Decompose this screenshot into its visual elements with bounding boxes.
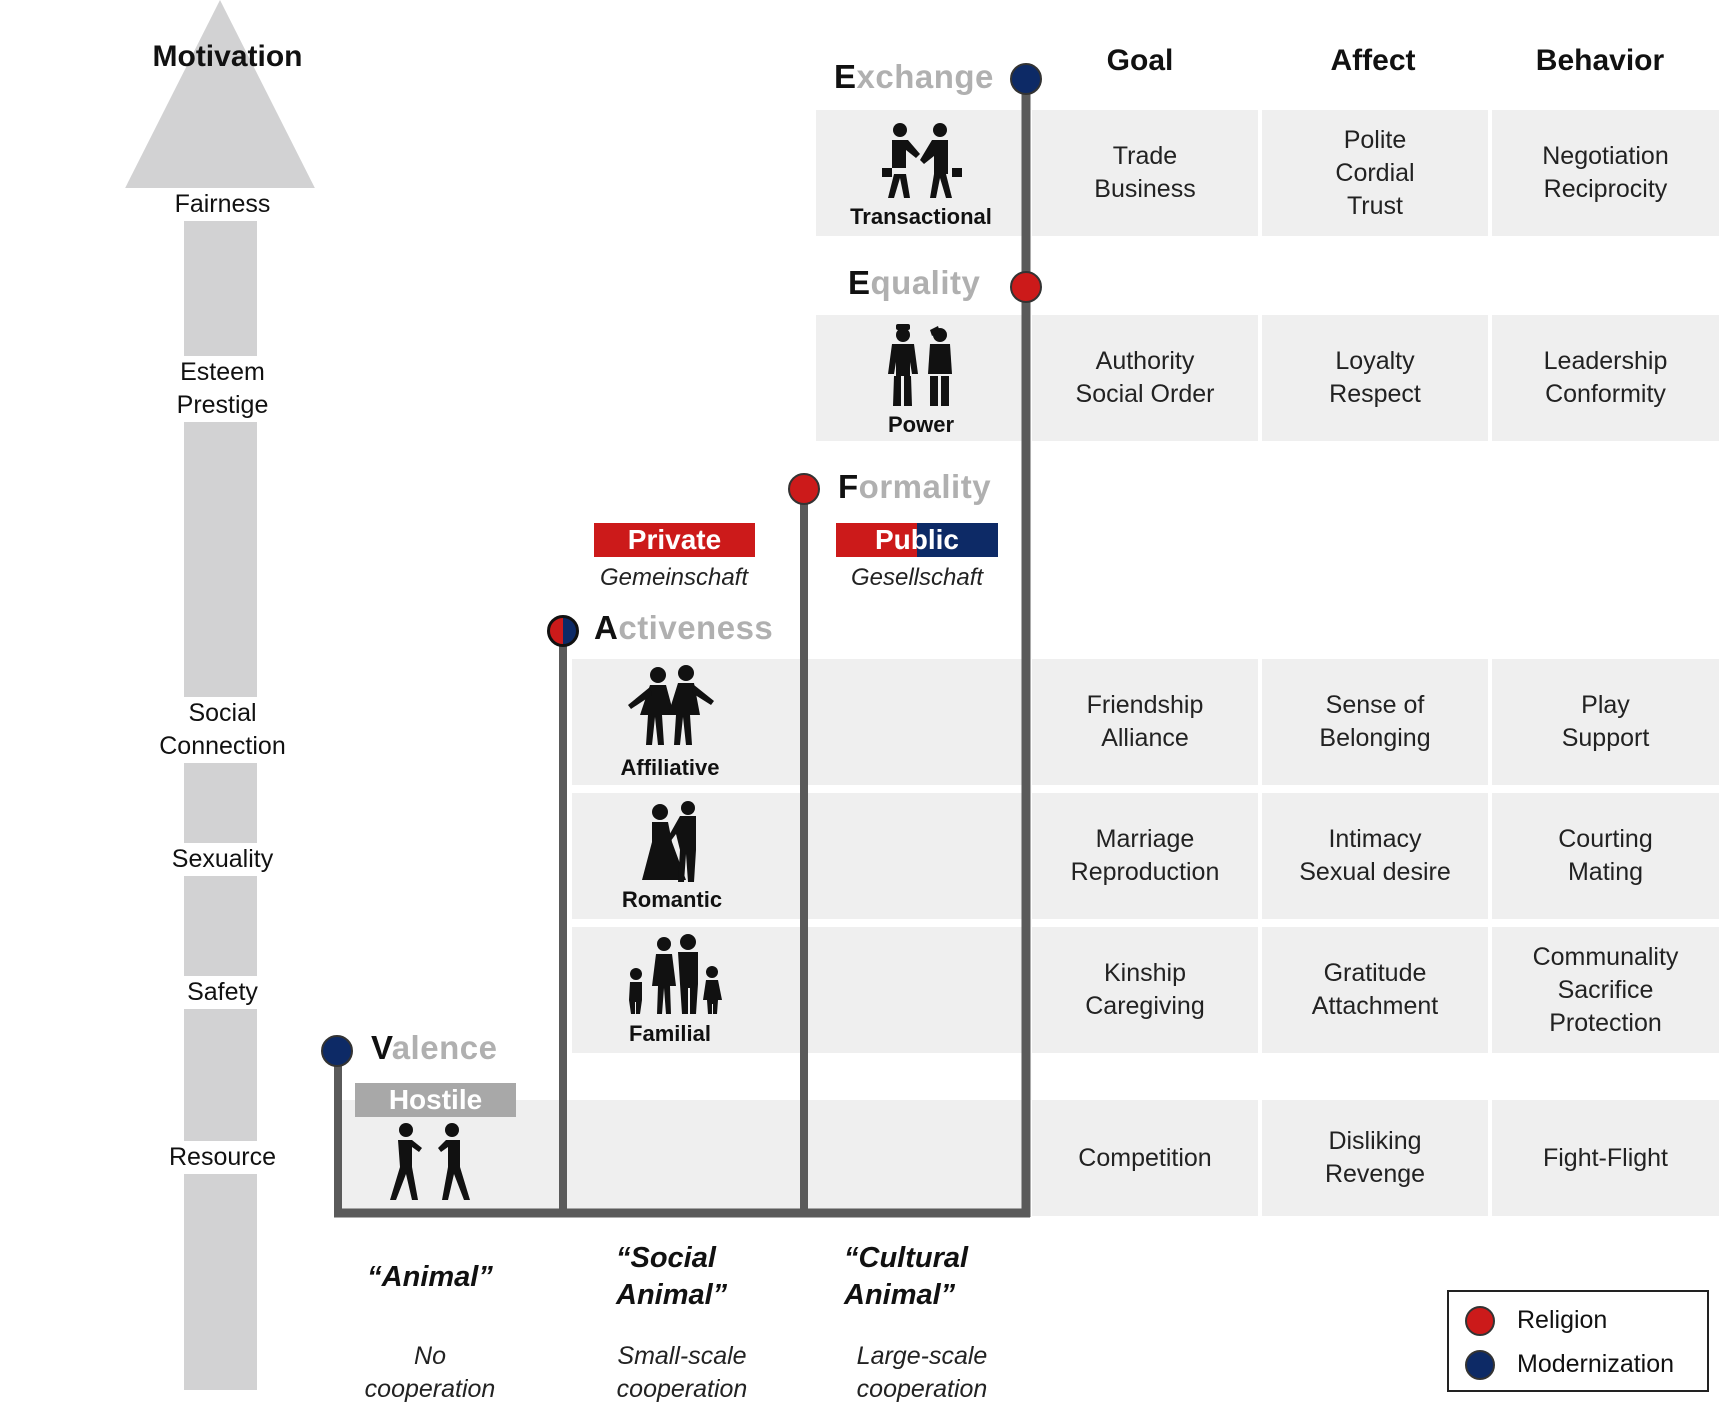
cell-behavior-familial: Communality Sacrifice Protection — [1492, 927, 1719, 1053]
cooperation-2: Small-scale cooperation — [616, 1342, 748, 1403]
row-bg-transactional — [816, 110, 1026, 236]
private-subtitle: Gemeinschaft — [599, 564, 749, 591]
dot-exchange — [1010, 63, 1042, 95]
cell-behavior-romantic: Courting Mating — [1492, 793, 1719, 919]
cell-affect-hostile: Disliking Revenge — [1262, 1100, 1488, 1216]
fighters-icon — [390, 1123, 470, 1200]
motivation-level-fairness: Fairness — [110, 188, 335, 221]
cell-affect-power: Loyalty Respect — [1262, 315, 1488, 441]
cell-goal-hostile: Competition — [1032, 1100, 1258, 1216]
column-header-affect: Affect — [1330, 44, 1416, 77]
legend: Religion Modernization — [1447, 1290, 1709, 1392]
cooperation-3: Large-scale cooperation — [856, 1342, 988, 1403]
cell-behavior-transactional: Negotiation Reciprocity — [1492, 110, 1719, 236]
motivation-level-esteem: Esteem Prestige — [110, 356, 335, 422]
cell-goal-familial: Kinship Caregiving — [1032, 927, 1258, 1053]
motivation-level-resource: Resource — [110, 1141, 335, 1174]
arrow-head — [110, 0, 330, 218]
cell-affect-romantic: Intimacy Sexual desire — [1262, 793, 1488, 919]
cell-goal-romantic: Marriage Reproduction — [1032, 793, 1258, 919]
public-badge: Public — [836, 523, 998, 557]
family-icon — [629, 934, 722, 1014]
cell-behavior-affiliative: Play Support — [1492, 659, 1719, 785]
cell-behavior-power: Leadership Conformity — [1492, 315, 1719, 441]
motivation-level-safety: Safety — [110, 976, 335, 1009]
cell-behavior-hostile: Fight-Flight — [1492, 1100, 1719, 1216]
animal-title-1: “Animal” — [367, 1261, 493, 1293]
cooperation-1: No cooperation — [364, 1342, 496, 1403]
stage-exchange-rest: xchange — [856, 58, 994, 95]
legend-religion-label: Religion — [1517, 1306, 1608, 1334]
dot-equality — [1010, 271, 1042, 303]
dot-formality — [788, 473, 820, 505]
icon-label-affiliative: Affiliative — [620, 755, 720, 780]
legend-modernization-label: Modernization — [1517, 1350, 1675, 1378]
column-header-behavior: Behavior — [1535, 44, 1665, 77]
stage-exchange: Exchange — [834, 58, 994, 96]
stage-valence: Valence — [371, 1029, 497, 1067]
stage-formality: Formality — [838, 468, 991, 506]
row-bg-familial — [572, 927, 1026, 1053]
animal-title-3: “Cultural Animal” — [844, 1242, 969, 1311]
cell-goal-transactional: Trade Business — [1032, 110, 1258, 236]
column-header-goal: Goal — [1106, 44, 1174, 77]
row-bg-romantic — [572, 793, 1026, 919]
cell-goal-affiliative: Friendship Alliance — [1032, 659, 1258, 785]
icon-label-power: Power — [887, 412, 955, 437]
legend-modernization-swatch — [1465, 1350, 1495, 1380]
couple-icon — [642, 801, 696, 882]
dot-activeness — [547, 615, 579, 647]
stage-exchange-initial: E — [834, 58, 857, 95]
hostile-badge: Hostile — [355, 1083, 516, 1117]
arrow-shaft-end — [184, 1316, 257, 1390]
animal-title-2: “Social Animal” — [616, 1242, 728, 1311]
motivation-level-sexuality: Sexuality — [110, 843, 335, 876]
cell-affect-familial: Gratitude Attachment — [1262, 927, 1488, 1053]
public-subtitle: Gesellschaft — [850, 564, 984, 591]
icon-label-romantic: Romantic — [621, 887, 723, 912]
icon-label-familial: Familial — [629, 1021, 711, 1046]
salute-icon — [888, 324, 952, 406]
cell-affect-transactional: Polite Cordial Trust — [1262, 110, 1488, 236]
motivation-level-social-connection: Social Connection — [110, 697, 335, 763]
cell-affect-affiliative: Sense of Belonging — [1262, 659, 1488, 785]
stage-equality: Equality — [848, 264, 980, 302]
private-badge: Private — [594, 523, 755, 557]
cell-goal-power: Authority Social Order — [1032, 315, 1258, 441]
stage-equality-initial: E — [848, 264, 871, 301]
stage-equality-rest: quality — [870, 264, 981, 301]
stage-valence-initial: V — [371, 1029, 392, 1066]
motivation-title: Motivation — [152, 40, 303, 73]
stage-formality-rest: ormality — [858, 468, 992, 505]
icon-label-transactional: Transactional — [850, 204, 992, 229]
stage-activeness-initial: A — [594, 609, 619, 646]
row-bg-power — [816, 315, 1026, 441]
stage-formality-initial: F — [838, 468, 859, 505]
friends-icon — [628, 665, 714, 745]
handshake-icon — [882, 123, 962, 198]
legend-religion-swatch — [1465, 1306, 1495, 1336]
dot-valence — [321, 1035, 353, 1067]
stage-activeness-rest: ctiveness — [618, 609, 774, 646]
stage-activeness: Activeness — [594, 609, 773, 647]
stage-valence-rest: alence — [391, 1029, 498, 1066]
